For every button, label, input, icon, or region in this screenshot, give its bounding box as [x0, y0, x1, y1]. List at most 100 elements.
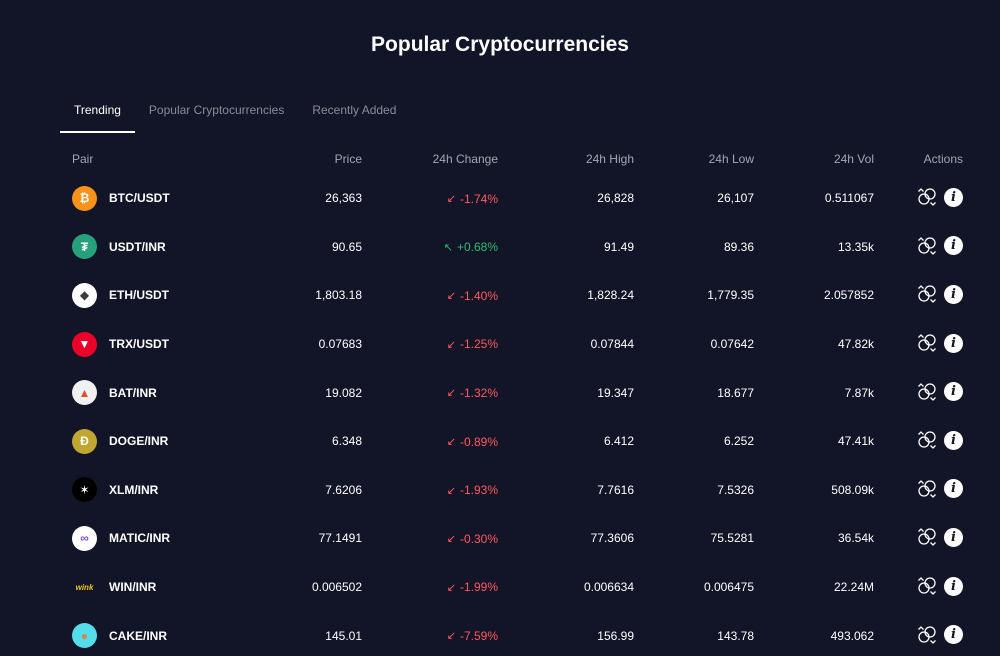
change-cell: ↙ -1.99%	[362, 563, 498, 612]
price-cell: 77.1491	[318, 531, 362, 546]
info-icon[interactable]: i	[944, 527, 963, 547]
trade-icon[interactable]	[916, 624, 938, 646]
trade-icon[interactable]	[916, 332, 938, 354]
actions-cell: i	[874, 271, 975, 320]
header-24h-vol[interactable]: 24h Vol	[833, 152, 874, 166]
trade-icon[interactable]	[916, 186, 938, 208]
price-cell: 0.07683	[318, 337, 362, 352]
info-icon[interactable]: i	[944, 236, 963, 256]
pair-name[interactable]: WIN/INR	[109, 580, 157, 595]
arrow-down-left-icon: ↙	[446, 581, 456, 594]
table-row[interactable]: ▼ TRX/USDT 0.07683 ↙ -1.25% 0.07844 0.07642 47.…	[60, 320, 975, 369]
pair-name[interactable]: XLM/INR	[109, 482, 159, 497]
info-icon[interactable]: i	[944, 576, 963, 596]
info-icon[interactable]: i	[944, 382, 963, 402]
change-value: -7.59%	[459, 628, 498, 643]
tab-trending[interactable]: Trending	[60, 100, 135, 133]
info-icon[interactable]: i	[944, 284, 963, 304]
pair-cell[interactable]: ▲ BAT/INR	[60, 368, 250, 417]
pair-name[interactable]: MATIC/INR	[109, 531, 171, 546]
price-cell: 0.006502	[311, 580, 362, 595]
tab-recently-added[interactable]: Recently Added	[312, 103, 397, 117]
page-title: Popular Cryptocurrencies	[371, 33, 629, 56]
trade-icon[interactable]	[916, 283, 938, 305]
info-icon[interactable]: i	[944, 430, 963, 450]
pair-name[interactable]: DOGE/INR	[109, 434, 169, 449]
pair-name[interactable]: BAT/INR	[109, 385, 157, 400]
table-row[interactable]: wink WIN/INR 0.006502 ↙ -1.99% 0.006634 0.0064…	[60, 563, 975, 612]
pair-cell[interactable]: ₿ BTC/USDT	[60, 174, 250, 223]
pair-cell[interactable]: ● CAKE/INR	[60, 611, 250, 656]
table-row[interactable]: ◆ ETH/USDT 1,803.18 ↙ -1.40% 1,828.24 1,779.35…	[60, 271, 975, 320]
trade-icon[interactable]	[916, 575, 938, 597]
trade-icon[interactable]	[916, 526, 938, 548]
info-icon[interactable]: i	[944, 333, 963, 353]
table-row[interactable]: ₮ USDT/INR 90.65 ↖ +0.68% 91.49 89.36 13.35k i	[60, 223, 975, 272]
pair-cell[interactable]: ✶ XLM/INR	[60, 466, 250, 515]
info-icon[interactable]: i	[944, 625, 963, 645]
pair-cell[interactable]: Ð DOGE/INR	[60, 417, 250, 466]
table-row[interactable]: ▲ BAT/INR 19.082 ↙ -1.32% 19.347 18.677 7.87k i	[60, 368, 975, 417]
table-row[interactable]: ₿ BTC/USDT 26,363 ↙ -1.74% 26,828 26,107 0.5110…	[60, 174, 975, 223]
high-cell: 91.49	[603, 239, 634, 254]
tron-icon: ▼	[72, 331, 97, 357]
actions-cell: i	[874, 320, 975, 369]
arrow-down-left-icon: ↙	[446, 338, 456, 351]
vol-cell: 2.057852	[823, 288, 874, 303]
header-24h-low[interactable]: 24h Low	[708, 152, 754, 166]
low-cell: 6.252	[723, 434, 754, 449]
pair-name[interactable]: TRX/USDT	[109, 337, 169, 352]
price-cell: 26,363	[325, 191, 362, 206]
change-value: -1.99%	[459, 580, 498, 595]
header-price[interactable]: Price	[334, 152, 362, 166]
arrow-down-left-icon: ↙	[446, 290, 456, 303]
trade-icon[interactable]	[916, 478, 938, 500]
arrow-down-left-icon: ↙	[446, 387, 456, 400]
info-icon[interactable]: i	[944, 479, 963, 499]
trade-icon[interactable]	[916, 429, 938, 451]
change-cell: ↙ -7.59%	[362, 611, 498, 656]
low-cell: 18.677	[717, 385, 754, 400]
pair-cell[interactable]: ▼ TRX/USDT	[60, 320, 250, 369]
pair-cell[interactable]: ◆ ETH/USDT	[60, 271, 250, 320]
low-cell: 7.5326	[717, 482, 754, 497]
stellar-icon: ✶	[72, 477, 97, 503]
pair-name[interactable]: CAKE/INR	[109, 628, 168, 643]
vol-cell: 493.062	[830, 628, 874, 643]
high-cell: 0.07844	[590, 337, 634, 352]
pair-name[interactable]: USDT/INR	[109, 239, 166, 254]
tether-icon: ₮	[72, 234, 97, 260]
pair-cell[interactable]: wink WIN/INR	[60, 563, 250, 612]
table-row[interactable]: ✶ XLM/INR 7.6206 ↙ -1.93% 7.7616 7.5326 508.09k…	[60, 466, 975, 515]
high-cell: 0.006634	[583, 580, 634, 595]
header-pair[interactable]: Pair	[72, 152, 94, 166]
table-row[interactable]: ● CAKE/INR 145.01 ↙ -7.59% 156.99 143.78 493.06…	[60, 611, 975, 656]
pair-name[interactable]: BTC/USDT	[109, 191, 170, 206]
high-cell: 6.412	[603, 434, 634, 449]
high-cell: 26,828	[597, 191, 634, 206]
header-24h-high[interactable]: 24h High	[585, 152, 634, 166]
table-row[interactable]: ∞ MATIC/INR 77.1491 ↙ -0.30% 77.3606 75.5281 36…	[60, 514, 975, 563]
pair-cell[interactable]: ₮ USDT/INR	[60, 223, 250, 272]
table-row[interactable]: Ð DOGE/INR 6.348 ↙ -0.89% 6.412 6.252 47.41k i	[60, 417, 975, 466]
vol-cell: 47.82k	[837, 337, 874, 352]
vol-cell: 36.54k	[837, 531, 874, 546]
bitcoin-icon: ₿	[72, 185, 97, 211]
market-table: Pair Price 24h Change 24h High 24h Low 2…	[60, 144, 975, 656]
change-cell: ↙ -0.89%	[362, 417, 498, 466]
arrow-down-left-icon: ↙	[446, 436, 456, 449]
info-icon[interactable]: i	[944, 187, 963, 207]
low-cell: 26,107	[717, 191, 754, 206]
change-cell: ↖ +0.68%	[362, 223, 498, 272]
vol-cell: 7.87k	[844, 385, 874, 400]
trade-icon[interactable]	[916, 381, 938, 403]
high-cell: 1,828.24	[587, 288, 634, 303]
trade-icon[interactable]	[916, 235, 938, 257]
change-value: -0.89%	[459, 434, 498, 449]
change-cell: ↙ -1.74%	[362, 174, 498, 223]
tab-popular-cryptocurrencies[interactable]: Popular Cryptocurrencies	[148, 103, 285, 117]
header-24h-change[interactable]: 24h Change	[432, 152, 498, 166]
pair-name[interactable]: ETH/USDT	[109, 288, 169, 303]
actions-cell: i	[874, 563, 975, 612]
pair-cell[interactable]: ∞ MATIC/INR	[60, 514, 250, 563]
